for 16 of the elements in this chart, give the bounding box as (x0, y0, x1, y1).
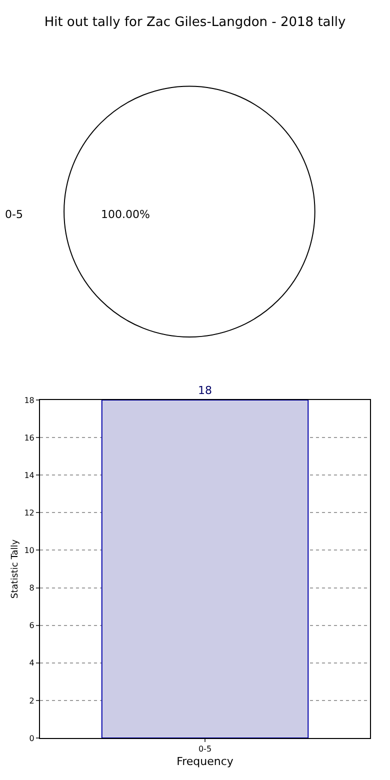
y-tick-label: 16 (24, 433, 34, 442)
y-tick-label: 6 (29, 621, 34, 630)
y-tick-label: 18 (24, 396, 34, 405)
y-axis-title: Statistic Tally (10, 538, 21, 599)
y-tick-label: 14 (24, 470, 34, 480)
y-tick-label: 0 (29, 734, 34, 743)
data-label: 18 (198, 384, 212, 397)
x-axis-title: Frequency (176, 754, 234, 768)
data-label: 100.00% (101, 208, 150, 221)
slice-label: 0-5 (5, 208, 23, 221)
y-tick-label: 4 (29, 658, 34, 668)
y-tick-label: 10 (24, 546, 34, 556)
chart-title: Hit out tally for Zac Giles-Langdon - 2018 tally (44, 15, 346, 30)
y-tick-label: 12 (24, 508, 34, 518)
y-tick-label: 2 (29, 696, 34, 706)
y-tick-label: 8 (29, 584, 34, 593)
